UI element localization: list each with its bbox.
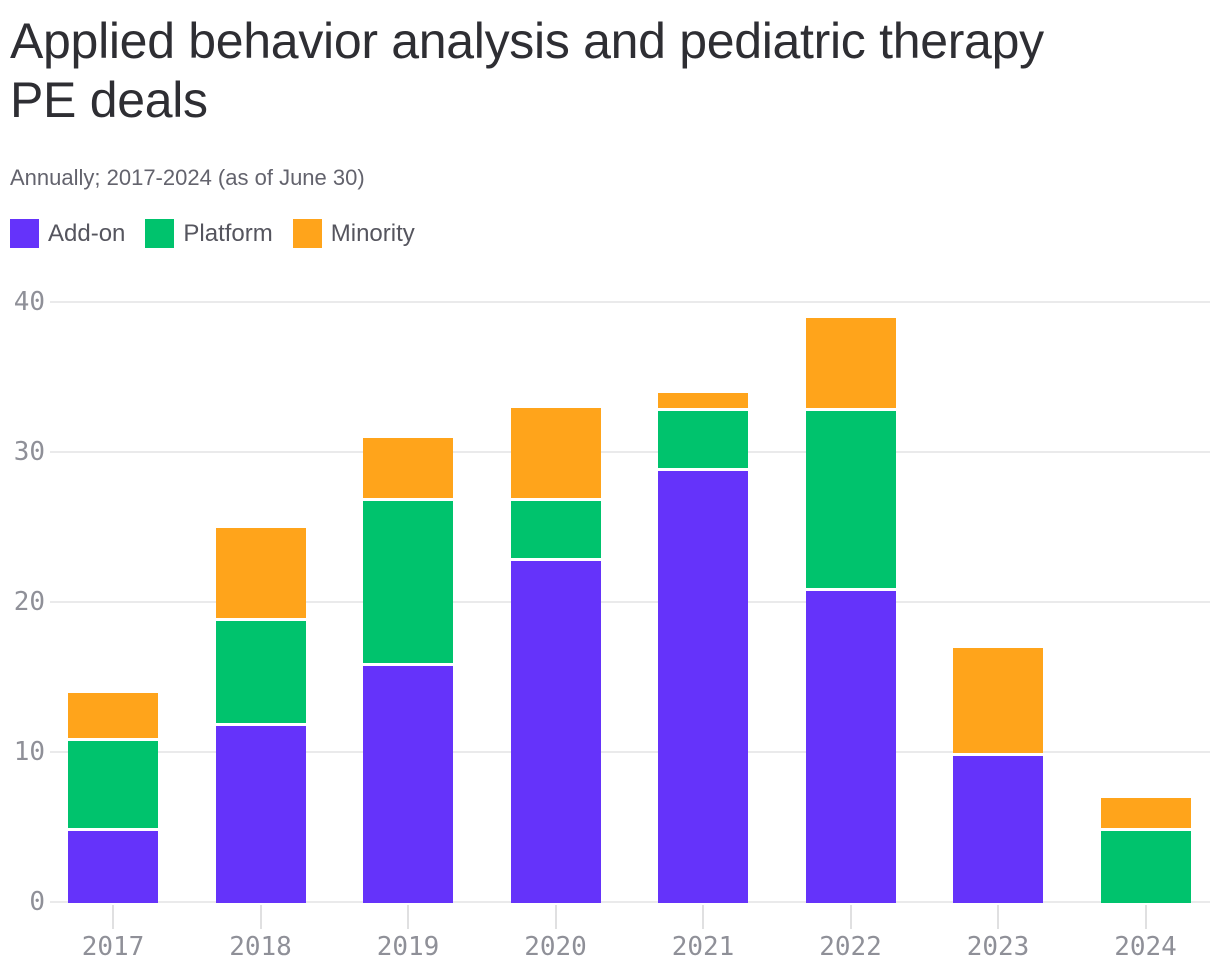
bar-segment-add-on (510, 558, 601, 903)
bar-2021 (658, 393, 748, 903)
x-axis-label-2021: 2021 (671, 932, 735, 962)
x-axis-label-2018: 2018 (229, 932, 292, 962)
legend-label: Add-on (48, 219, 126, 247)
bar-2023 (953, 648, 1043, 903)
bar-2017 (68, 693, 158, 903)
bar-2018 (215, 528, 306, 903)
bar-segment-platform (658, 408, 748, 468)
x-axis-tick (259, 905, 262, 929)
bar-segment-add-on (68, 828, 158, 903)
y-axis-label-20: 20 (13, 587, 45, 617)
legend-swatch-platform (145, 219, 175, 248)
bar-2024 (1100, 798, 1191, 903)
x-axis-label-2019: 2019 (376, 932, 440, 962)
x-axis-label-2020: 2020 (524, 932, 587, 962)
bar-segment-platform (363, 498, 453, 663)
bar-segment-minority (363, 438, 453, 498)
bar-segment-minority (658, 393, 748, 408)
x-axis-tick (1144, 905, 1147, 929)
bar-segment-minority (953, 648, 1043, 753)
x-axis-label-2017: 2017 (81, 932, 145, 962)
legend-swatch-add-on (10, 219, 39, 248)
gridline-0 (50, 901, 1210, 903)
legend-item-platform: Platform (145, 219, 273, 248)
legend-label: Minority (330, 219, 415, 247)
bar-segment-add-on (363, 663, 453, 903)
bar-2022 (805, 318, 896, 903)
bar-segment-platform (215, 618, 306, 723)
chart-subtitle: Annually; 2017-2024 (as of June 30) (10, 165, 365, 190)
x-axis-tick (702, 905, 704, 929)
legend-item-minority: Minority (292, 219, 415, 248)
chart-title: Applied behavior analysis and pediatric … (10, 12, 1044, 130)
bar-segment-platform (510, 498, 601, 558)
x-axis-tick (112, 905, 114, 929)
x-axis-label-2023: 2023 (966, 932, 1030, 962)
bar-segment-add-on (658, 468, 748, 903)
gridline-20 (50, 601, 1210, 603)
x-axis-tick (554, 905, 557, 929)
bar-segment-add-on (215, 723, 306, 903)
x-axis-tick (997, 905, 999, 929)
bar-segment-minority (805, 318, 896, 408)
y-axis-label-10: 10 (13, 737, 45, 767)
bar-segment-minority (215, 528, 306, 618)
gridline-40 (50, 301, 1210, 303)
x-axis-label-2022: 2022 (819, 932, 882, 962)
bar-2020 (510, 408, 601, 903)
chart-title-line-1: Applied behavior analysis and pediatric … (10, 13, 1044, 69)
bar-segment-add-on (805, 588, 896, 903)
bar-segment-add-on (953, 753, 1043, 903)
legend-item-add-on: Add-on (10, 219, 125, 248)
y-axis-label-0: 0 (29, 887, 45, 917)
x-axis-tick (407, 905, 409, 929)
y-axis-label-40: 40 (13, 287, 45, 317)
bar-2019 (363, 438, 453, 903)
legend: Add-on Platform Minority (10, 219, 435, 248)
bar-segment-platform (1100, 828, 1191, 903)
y-axis-label-30: 30 (13, 437, 45, 467)
chart-title-line-2: PE deals (10, 72, 208, 128)
x-axis-tick (849, 905, 852, 929)
bar-segment-minority (1100, 798, 1191, 828)
legend-label: Platform (183, 219, 273, 247)
legend-swatch-minority (292, 219, 322, 248)
x-axis-label-2024: 2024 (1114, 932, 1177, 962)
gridline-30 (50, 451, 1210, 453)
bar-segment-minority (510, 408, 601, 498)
bar-segment-platform (805, 408, 896, 588)
bar-segment-platform (68, 738, 158, 828)
gridline-10 (50, 751, 1210, 753)
bar-segment-minority (68, 693, 158, 738)
